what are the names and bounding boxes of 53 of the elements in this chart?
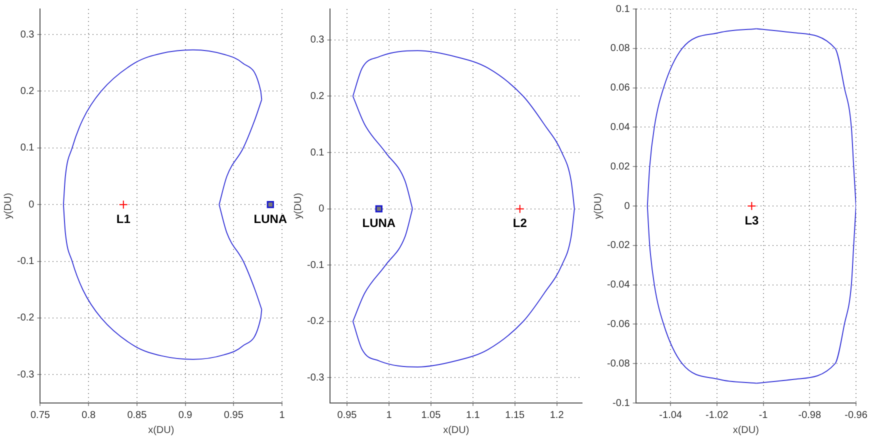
y-tick-label: 0.3 <box>310 34 325 46</box>
y-tick-label: 0.3 <box>20 29 35 40</box>
y-tick-label: -0.2 <box>16 312 35 324</box>
y-tick-label: 0.1 <box>616 4 630 15</box>
x-tick-label: 0.95 <box>337 410 358 421</box>
x-tick-label: 1.1 <box>466 410 480 421</box>
y-tick-label: 0.06 <box>610 82 630 94</box>
x-axis-title: x(DU) <box>148 424 174 436</box>
y-tick-label: -0.04 <box>606 280 630 291</box>
annotation: L3 <box>744 213 760 228</box>
annotation: LUNA <box>254 212 288 226</box>
y-tick-label: 0.02 <box>610 161 630 172</box>
y-tick-label: 0.2 <box>310 90 325 102</box>
y-tick-label: -0.1 <box>612 398 630 409</box>
y-tick-label: -0.08 <box>606 358 630 370</box>
y-tick-label: 0 <box>624 200 630 212</box>
y-tick-label: -0.1 <box>16 256 35 268</box>
annotation: L1 <box>116 212 131 226</box>
x-tick-label: 0.9 <box>178 410 193 421</box>
y-axis-title: y(DU) <box>292 192 304 220</box>
y-tick-label: 0.08 <box>610 43 630 54</box>
y-axis-title: y(DU) <box>592 192 604 220</box>
x-tick-label: 1 <box>279 410 286 421</box>
y-axis-title: y(DU) <box>2 192 14 220</box>
y-tick-label: -0.3 <box>16 369 35 380</box>
x-tick-label: 1.2 <box>550 410 564 421</box>
y-tick-label: 0 <box>318 204 325 215</box>
x-tick-label: -0.96 <box>844 410 868 421</box>
y-tick-label: -0.2 <box>306 316 325 328</box>
x-tick-label: -1.02 <box>706 410 729 421</box>
y-tick-label: -0.3 <box>306 372 325 384</box>
annotation: L2 <box>512 216 528 230</box>
y-tick-label: 0.04 <box>610 122 630 133</box>
x-tick-label: -1 <box>758 410 768 421</box>
annotation: LUNA <box>362 216 396 230</box>
x-tick-label: 0.95 <box>224 410 244 421</box>
y-tick-label: 0.2 <box>20 86 35 97</box>
x-tick-label: -0.98 <box>798 410 822 421</box>
x-tick-label: 0.75 <box>30 410 50 421</box>
x-axis-title: x(DU) <box>732 424 759 436</box>
y-tick-label: -0.02 <box>606 240 630 252</box>
x-tick-label: 0.85 <box>127 410 148 421</box>
x-axis-title: x(DU) <box>443 424 470 436</box>
x-tick-label: -1.04 <box>659 410 682 421</box>
x-tick-label: 1.15 <box>505 410 526 421</box>
y-tick-label: 0.1 <box>20 142 35 154</box>
x-tick-label: 0.8 <box>82 410 96 421</box>
y-tick-label: 0.1 <box>310 147 325 158</box>
x-tick-label: 1 <box>386 410 392 421</box>
y-tick-label: 0 <box>28 199 35 210</box>
y-tick-label: -0.06 <box>606 318 630 330</box>
y-tick-label: -0.1 <box>306 260 325 271</box>
x-tick-label: 1.05 <box>421 410 442 421</box>
